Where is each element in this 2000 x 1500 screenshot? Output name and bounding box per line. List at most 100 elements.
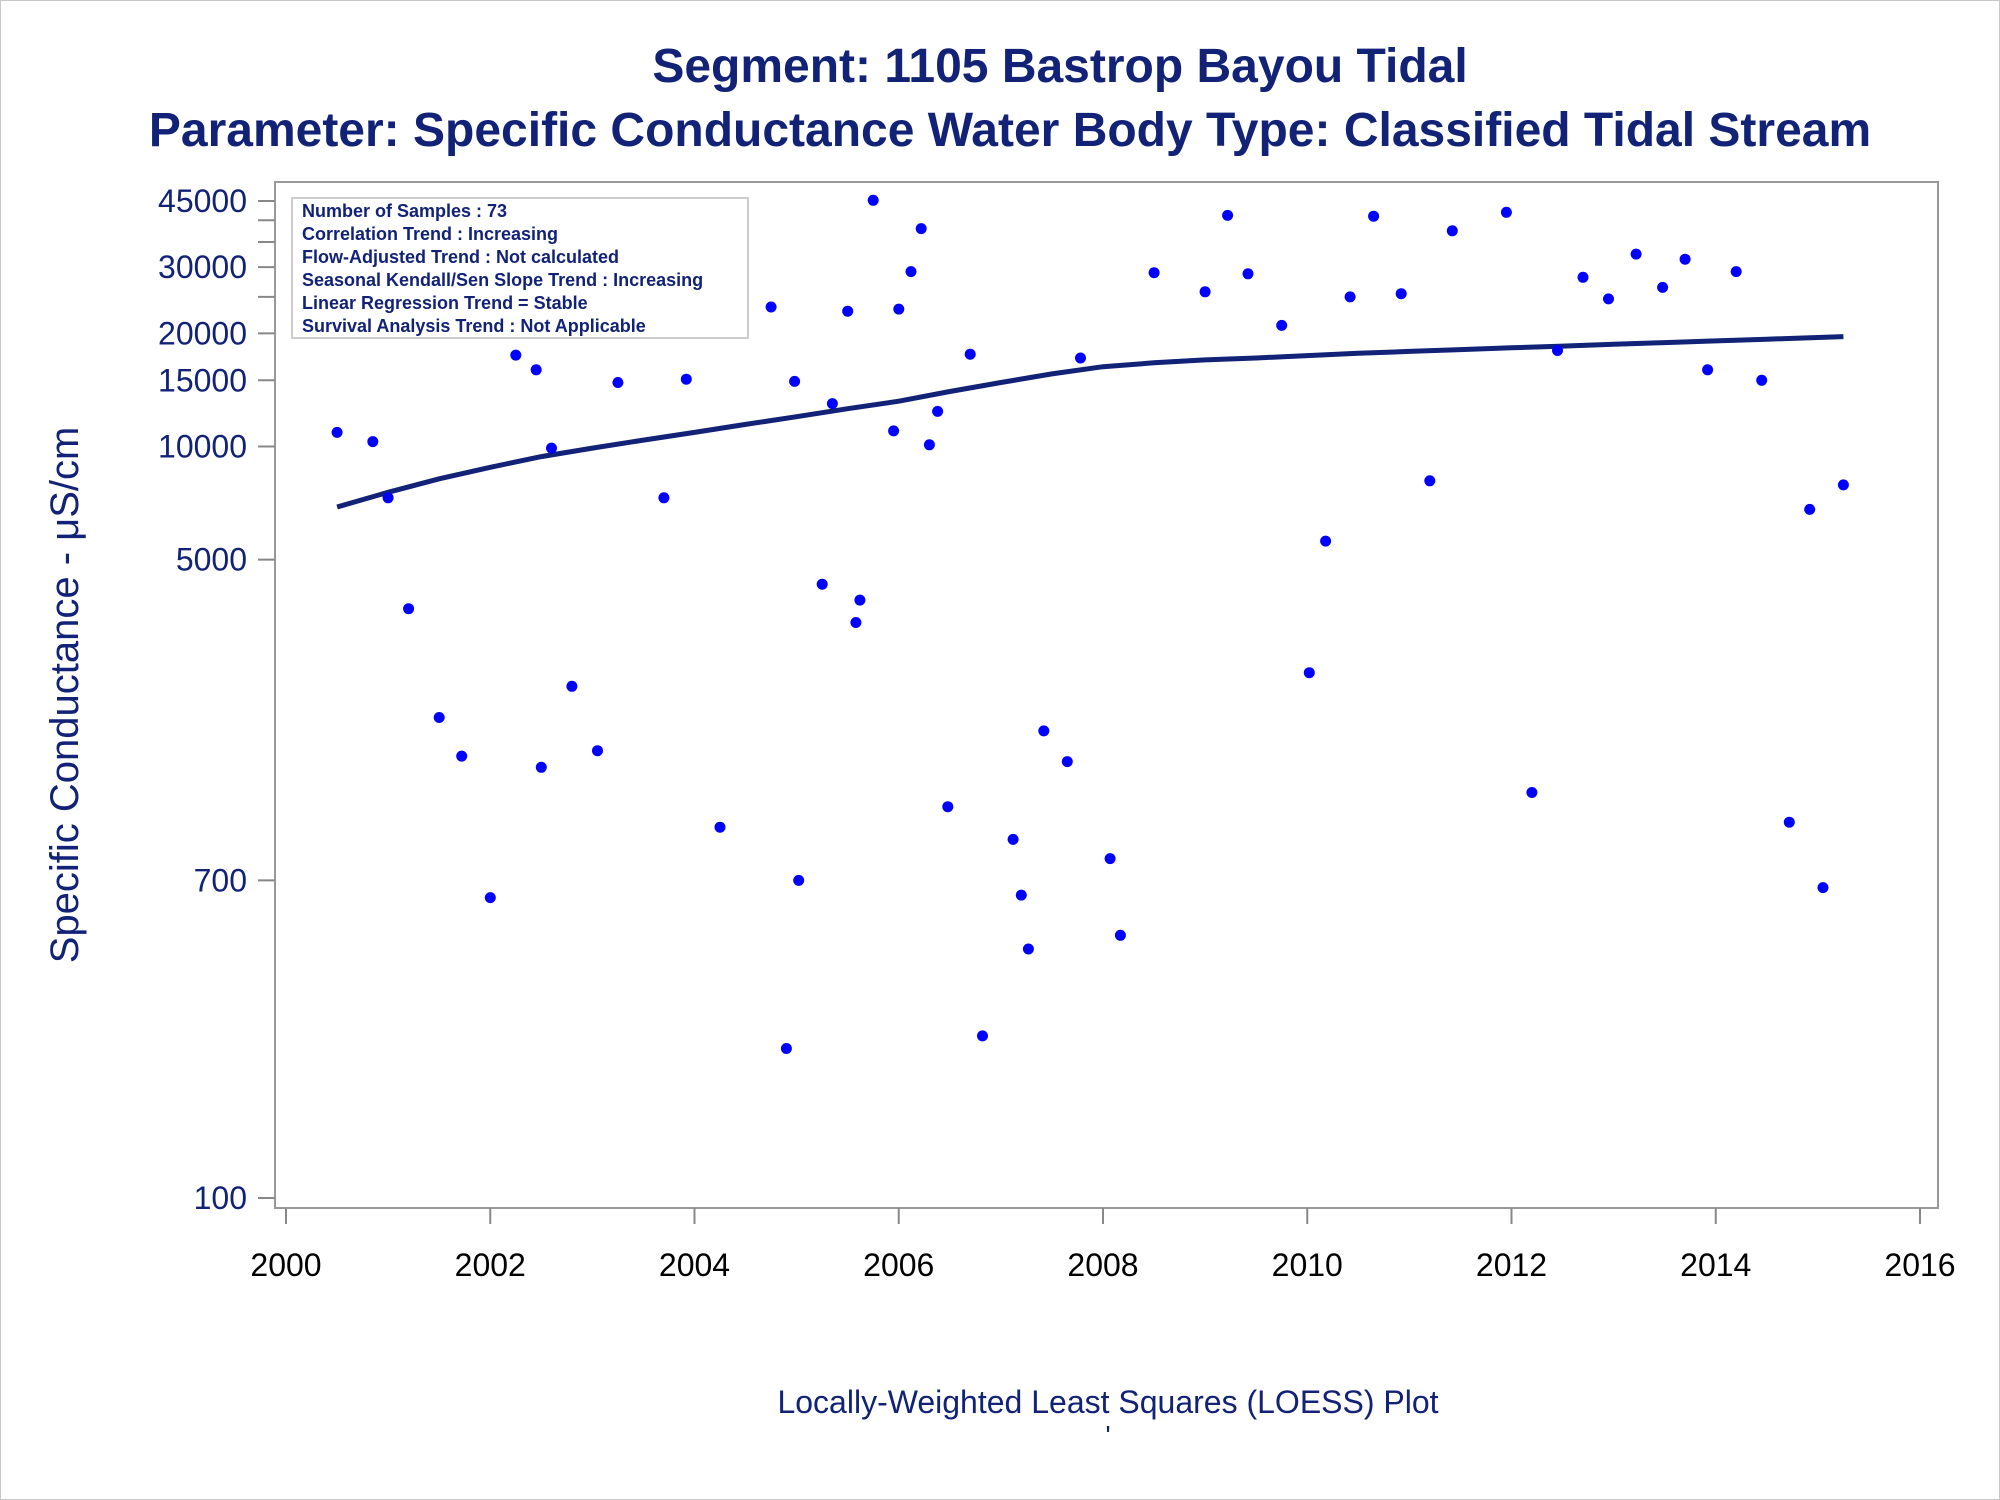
data-point (977, 1030, 988, 1042)
data-point (510, 349, 522, 361)
data-point (1007, 833, 1019, 845)
x-tick-label: 2006 (863, 1247, 934, 1283)
data-point (789, 375, 801, 387)
data-point (780, 1043, 792, 1054)
x-tick-label: 2002 (455, 1247, 526, 1283)
data-points (331, 194, 1849, 1054)
data-point (1148, 267, 1160, 279)
data-point (403, 603, 415, 615)
data-point (915, 223, 927, 235)
y-tick-label: 20000 (158, 315, 247, 351)
chart-title: Segment: 1105 Bastrop Bayou Tidal (652, 40, 1467, 93)
data-point (1500, 206, 1512, 218)
data-point (765, 301, 777, 313)
data-point (1199, 286, 1211, 298)
data-point (850, 617, 862, 628)
stats-line: Seasonal Kendall/Sen Slope Trend : Incre… (302, 270, 703, 290)
stats-line: Correlation Trend : Increasing (302, 224, 558, 244)
data-point (1015, 889, 1027, 901)
data-point (1603, 293, 1614, 305)
data-point (893, 303, 905, 315)
data-point (888, 425, 900, 437)
data-point (714, 821, 726, 833)
x-tick-label: 2016 (1884, 1247, 1955, 1283)
data-point (530, 364, 542, 376)
data-point (1679, 253, 1691, 265)
y-tick-label: 700 (194, 862, 247, 898)
data-point (658, 492, 670, 504)
x-tick-label: 2012 (1476, 1247, 1547, 1283)
x-tick-label: 2000 (250, 1247, 321, 1283)
plot-area (274, 181, 1939, 1209)
data-point (923, 439, 935, 451)
data-point (535, 761, 547, 773)
data-point (1702, 364, 1714, 376)
stats-line: Survival Analysis Trend : Not Applicable (302, 316, 646, 336)
stats-line: Flow-Adjusted Trend : Not calculated (302, 247, 619, 267)
stats-line: Linear Regression Trend = Stable (302, 293, 588, 313)
data-point (1368, 210, 1380, 222)
x-tick-label: 2008 (1067, 1247, 1138, 1283)
data-point (331, 426, 343, 438)
data-point (456, 750, 468, 762)
data-point (1526, 787, 1538, 798)
data-point (932, 405, 944, 417)
y-tick-label: 15000 (158, 362, 247, 398)
stats-box: Number of Samples : 73 Correlation Trend… (291, 197, 749, 339)
x-tick-label: 2010 (1272, 1247, 1343, 1283)
y-axis-label: Specific Conductance - μS/cm (43, 427, 87, 964)
data-point (1303, 667, 1315, 679)
data-point (484, 892, 496, 904)
stats-box-border (291, 197, 749, 339)
data-point (1395, 288, 1407, 300)
y-tick-label: 100 (194, 1180, 247, 1216)
data-point (1222, 209, 1234, 221)
data-point (1446, 225, 1458, 237)
chart-subtitle: Parameter: Specific Conductance Water Bo… (149, 104, 1871, 157)
data-point (680, 373, 692, 385)
x-tick-label: 2014 (1680, 1247, 1751, 1283)
data-point (942, 801, 954, 813)
data-point (793, 874, 805, 886)
data-point (1276, 319, 1288, 331)
data-point (1577, 271, 1589, 283)
data-point (1630, 248, 1642, 260)
data-point (1242, 268, 1254, 280)
data-point (1075, 352, 1086, 364)
data-point (1804, 503, 1816, 515)
data-point (964, 348, 976, 360)
data-point (1756, 374, 1768, 386)
data-point (1783, 816, 1795, 828)
data-point (1320, 535, 1332, 547)
y-tick-label: 5000 (176, 542, 247, 578)
x-tick-label: 2004 (659, 1247, 730, 1283)
data-point (592, 745, 603, 757)
data-point (1344, 291, 1356, 303)
data-point (1657, 281, 1669, 293)
stats-line: Number of Samples : 73 (302, 201, 507, 221)
y-tick-label: 30000 (158, 249, 247, 285)
data-point (367, 436, 379, 448)
data-point (1022, 943, 1034, 955)
data-point (826, 398, 838, 410)
data-point (842, 305, 854, 317)
y-tick-label: 10000 (158, 428, 247, 464)
data-point (905, 266, 917, 278)
data-point (867, 194, 879, 206)
data-point (546, 442, 557, 454)
data-point (1424, 475, 1436, 487)
data-point (854, 594, 866, 606)
data-point (816, 578, 828, 590)
data-point (1552, 345, 1563, 356)
data-point (1817, 882, 1829, 894)
data-point (433, 712, 445, 723)
y-tick-label: 45000 (158, 183, 247, 219)
data-point (566, 680, 578, 692)
data-point (1038, 725, 1050, 737)
y-axis: 45000 30000 20000 15000 10000 5000 700 100 (158, 183, 275, 1216)
footnote: ' (1105, 1420, 1110, 1451)
data-point (1104, 853, 1116, 865)
data-point (1837, 479, 1849, 491)
data-point (612, 377, 624, 388)
